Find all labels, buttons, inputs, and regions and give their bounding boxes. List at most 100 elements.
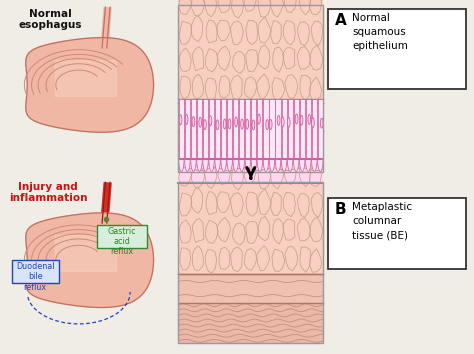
Ellipse shape [311,118,314,128]
Ellipse shape [320,118,323,128]
Ellipse shape [223,119,226,129]
Bar [251,99,256,159]
Ellipse shape [266,120,269,130]
Polygon shape [306,159,311,171]
Ellipse shape [300,115,303,125]
Text: Normal
squamous
epithelium: Normal squamous epithelium [352,13,408,51]
Bar [178,131,323,274]
Bar [209,99,214,159]
Polygon shape [26,38,154,132]
Polygon shape [233,159,238,171]
Polygon shape [311,159,317,171]
Bar [178,99,323,182]
Ellipse shape [209,116,212,126]
Polygon shape [197,159,202,171]
Ellipse shape [308,114,310,124]
Bar [306,99,311,159]
Bar [178,182,323,343]
Bar [328,9,466,88]
Bar [227,99,232,159]
Polygon shape [179,159,184,171]
Polygon shape [185,159,190,171]
Polygon shape [300,159,305,171]
Polygon shape [269,159,275,171]
Bar [178,182,323,343]
Text: Duodenal
bile
reflux: Duodenal bile reflux [16,262,55,292]
Ellipse shape [179,115,182,125]
Bar [312,99,317,159]
Polygon shape [318,159,323,171]
Polygon shape [221,159,227,171]
Bar [275,99,281,159]
Bar [191,99,196,159]
Ellipse shape [199,117,201,127]
Ellipse shape [228,119,231,129]
Ellipse shape [282,117,284,127]
Ellipse shape [192,116,195,127]
Ellipse shape [277,115,280,125]
Text: Injury and
inflammation: Injury and inflammation [9,182,88,203]
Ellipse shape [235,117,237,127]
Bar [178,131,323,172]
Bar [178,0,323,5]
Polygon shape [55,60,116,96]
Bar [178,99,323,131]
Polygon shape [227,159,232,171]
Bar [239,99,244,159]
Ellipse shape [258,114,260,124]
Polygon shape [293,159,299,171]
Bar [197,99,202,159]
Polygon shape [251,159,256,171]
Ellipse shape [246,119,248,129]
Bar [98,225,146,248]
Ellipse shape [252,120,255,130]
Text: A: A [335,13,346,28]
Bar [245,99,250,159]
Polygon shape [191,159,196,171]
Bar [178,0,323,103]
Bar [300,99,305,159]
Bar [293,99,299,159]
Bar [257,99,263,159]
Polygon shape [245,159,251,171]
Bar [318,99,323,159]
Text: Gastric
acid
reflux: Gastric acid reflux [108,227,136,256]
Bar [269,99,274,159]
Text: Normal
esophagus: Normal esophagus [19,9,82,30]
Bar [282,99,287,159]
Ellipse shape [185,114,188,125]
Bar [178,103,323,131]
Bar [233,99,238,159]
Ellipse shape [287,117,290,127]
Polygon shape [257,159,263,171]
Bar [221,99,226,159]
Polygon shape [239,159,245,171]
Bar [12,260,59,283]
Bar [203,99,208,159]
Polygon shape [287,159,293,171]
Polygon shape [209,159,214,171]
Bar [288,99,292,159]
Bar [215,99,220,159]
Ellipse shape [295,114,298,124]
Bar [178,274,323,303]
Polygon shape [215,159,220,171]
Ellipse shape [269,120,272,130]
Bar [264,99,268,159]
Ellipse shape [204,120,206,130]
Polygon shape [263,159,269,171]
Text: B: B [335,202,346,217]
Bar [178,5,323,172]
Polygon shape [55,235,116,271]
Bar [178,5,323,172]
Bar [328,198,466,269]
Bar [178,303,323,343]
Text: Metaplastic
columnar
tissue (BE): Metaplastic columnar tissue (BE) [352,202,412,240]
Bar [185,99,190,159]
Polygon shape [203,159,208,171]
Polygon shape [282,159,287,171]
Polygon shape [275,159,281,171]
Ellipse shape [216,120,219,130]
Polygon shape [26,213,154,308]
Bar [179,99,184,159]
